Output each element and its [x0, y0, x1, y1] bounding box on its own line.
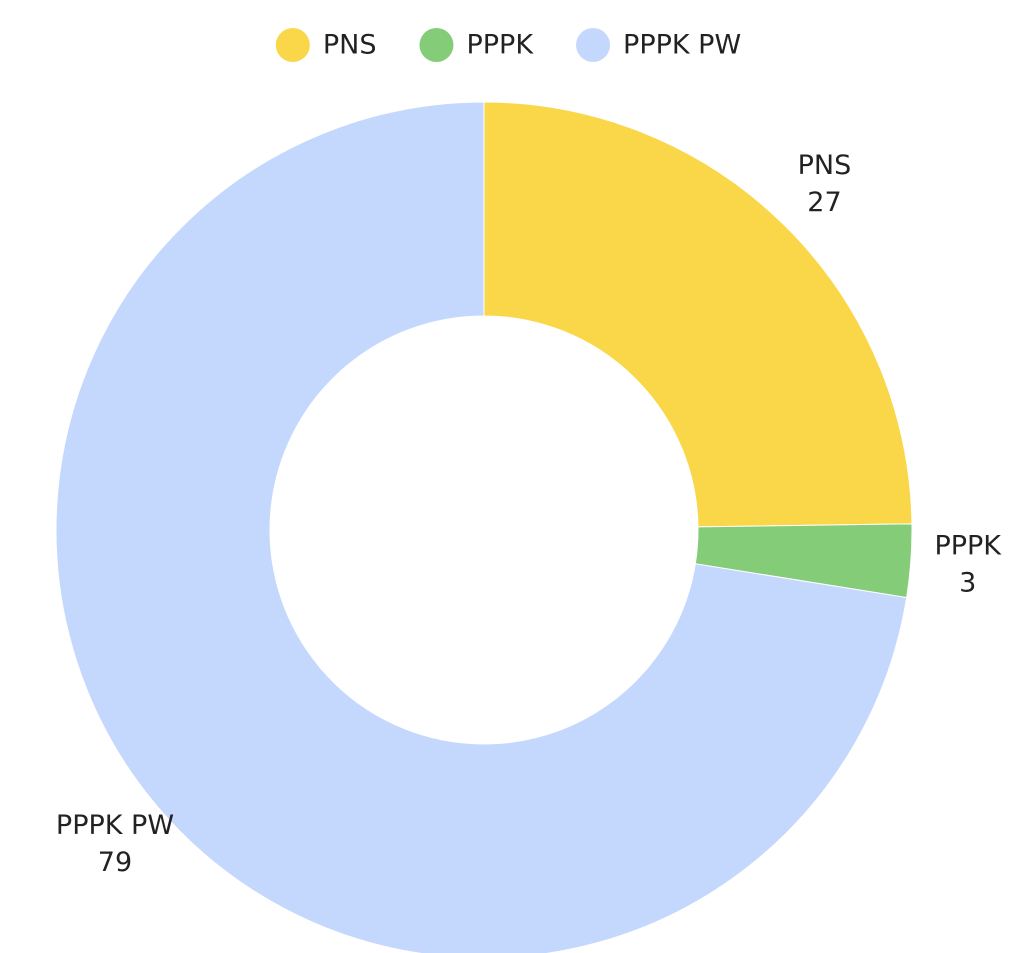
data-label-value: 79 [98, 847, 132, 878]
data-label-value: 27 [807, 187, 841, 218]
legend-item: PPPK PW [576, 28, 741, 62]
legend-label: PNS [323, 30, 377, 61]
legend-item: PNS [275, 28, 377, 62]
legend-swatch [419, 28, 454, 62]
legend: PNS PPPK PPPK PW [275, 28, 741, 62]
data-label-name: PPPK [934, 530, 1002, 561]
data-label-name: PNS [798, 150, 852, 181]
legend-label: PPPK [466, 30, 534, 61]
legend-swatch [275, 28, 310, 62]
data-label-name: PPPK PW [56, 810, 174, 841]
slice [483, 101, 913, 528]
legend-item: PPPK [419, 28, 534, 62]
legend-swatch [576, 28, 611, 62]
slices [55, 101, 913, 953]
slice [55, 101, 908, 953]
data-label-value: 3 [959, 567, 976, 598]
data-labels: PNS 27 PPPK 3 PPPK PW 79 [56, 150, 1002, 878]
legend-label: PPPK PW [623, 30, 741, 61]
